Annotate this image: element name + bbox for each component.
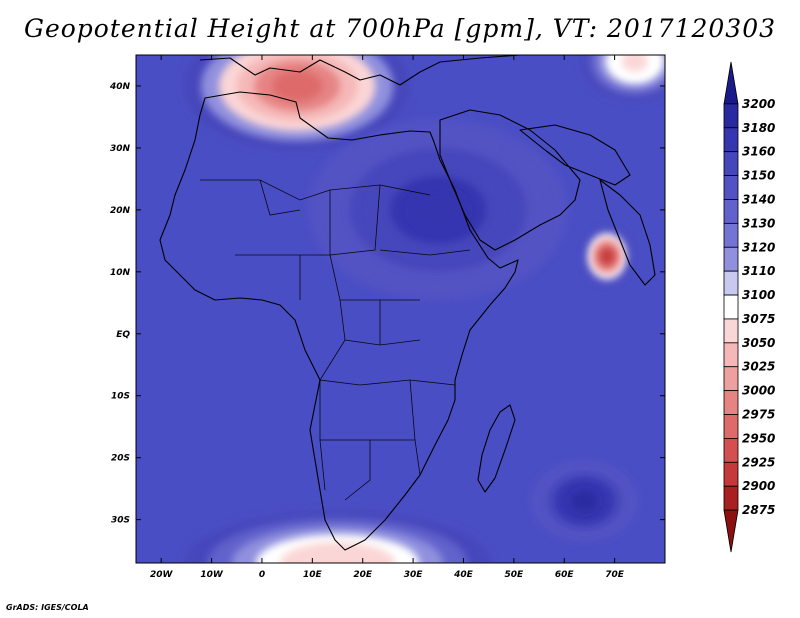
- india-coastline: [599, 179, 656, 286]
- lon-tick-label: 40E: [453, 570, 474, 580]
- colorbar-label: 3120: [742, 240, 775, 254]
- lon-tick-label: 70E: [605, 570, 625, 580]
- colorbar-swatch: [723, 366, 739, 392]
- colorbar-swatch: [723, 438, 739, 463]
- colorbar-label: 3140: [742, 192, 775, 206]
- lat-tick-label: 20N: [110, 206, 131, 216]
- colorbar-label: 3025: [742, 360, 775, 374]
- lat-tick-label: EQ: [116, 330, 130, 340]
- colorbar-swatch: [723, 318, 739, 344]
- south-atlantic-trough-ring: [304, 550, 371, 563]
- lon-tick-label: 50E: [505, 570, 525, 580]
- colorbar-swatch: [723, 485, 739, 511]
- lat-tick-label: 10S: [111, 392, 130, 402]
- colorbar-swatch: [723, 127, 739, 153]
- persia-coastline: [519, 124, 631, 186]
- colorbar-label: 3200: [742, 97, 775, 111]
- lon-tick-label: 60E: [555, 570, 575, 580]
- colorbar-swatch: [723, 414, 739, 439]
- europe-coastline: [199, 55, 521, 86]
- lat-tick-label: 20S: [111, 454, 130, 464]
- colorbar-swatch: [723, 175, 739, 200]
- colorbar-swatch: [723, 222, 739, 248]
- lon-tick-label: 20W: [150, 570, 174, 580]
- sahara-arabia-ridge-ring: [410, 189, 467, 231]
- sahara-arabia-ridge: [309, 120, 568, 300]
- arabian-sea-cyclone-ring: [600, 248, 615, 265]
- colorbar-swatch: [723, 270, 739, 296]
- map-title: Geopotential Height at 700hPa [gpm], VT:…: [23, 14, 777, 43]
- colorbar-label: 2875: [742, 503, 775, 517]
- colorbar-label: 3150: [742, 169, 775, 183]
- colorbar-label: 3130: [742, 216, 775, 230]
- lat-tick-label: 10N: [110, 268, 131, 278]
- lon-tick-label: 10W: [200, 570, 224, 580]
- colorbar-swatch: [723, 103, 739, 129]
- credit-label: GrADS: IGES/COLA: [6, 603, 89, 612]
- colorbar-swatch: [723, 199, 739, 224]
- colorbar-label: 2975: [742, 408, 775, 422]
- plot-frame: [135, 54, 666, 564]
- lat-tick-label: 30S: [111, 516, 130, 526]
- colorbar-label: 3075: [742, 312, 775, 326]
- lon-tick-label: 20E: [353, 570, 373, 580]
- south-atlantic-trough: [183, 510, 492, 563]
- lat-tick-label: 30N: [110, 144, 131, 154]
- africa-coastline: [159, 91, 519, 551]
- indian-ocean-high: [531, 460, 638, 542]
- border-lines: [200, 179, 471, 501]
- colorbar-swatch: [723, 246, 739, 272]
- colorbar-label: 2925: [742, 455, 775, 469]
- colorbar-swatch: [723, 294, 739, 320]
- lon-tick-label: 10E: [303, 570, 323, 580]
- lat-ticks: 40N 30N 20N 10N EQ 10S 20S 30S: [109, 82, 665, 526]
- colorbar-label: 3100: [742, 288, 775, 302]
- country-borders: [200, 179, 471, 501]
- lon-tick-label: 0: [259, 570, 265, 580]
- lon-tick-label: 30E: [404, 570, 424, 580]
- coastlines: [159, 55, 656, 551]
- northeast-corner-low: [581, 55, 665, 102]
- madagascar-coastline: [477, 404, 516, 493]
- lat-tick-label: 40N: [109, 82, 131, 92]
- colorbar-swatch: [723, 509, 739, 553]
- arabia-coastline: [439, 109, 581, 251]
- northeast-corner-low-ring: [621, 55, 648, 72]
- colorbar-label: 3000: [742, 384, 775, 398]
- colorbar: 3200 3180 3160 3150 3140 3130 3120 3110 3100 3075…: [723, 61, 775, 553]
- indian-ocean-high-ring: [571, 490, 598, 512]
- height-field: [136, 55, 665, 563]
- colorbar-label: 2900: [742, 479, 775, 493]
- colorbar-swatch: [723, 390, 739, 415]
- colorbar-swatch: [723, 61, 739, 105]
- colorbar-label: 3180: [742, 121, 775, 135]
- mediterranean-low-ring: [272, 70, 323, 102]
- lon-ticks: 20W 10W 0 10E 20E 30E 40E 50E 60E 70E: [150, 55, 625, 580]
- colorbar-swatch: [723, 151, 739, 176]
- colorbar-label: 2950: [742, 431, 775, 445]
- colorbar-swatch: [723, 342, 739, 368]
- colorbar-label: 3160: [742, 145, 775, 159]
- arabian-sea-cyclone: [583, 228, 631, 285]
- colorbar-label: 3050: [742, 336, 775, 350]
- colorbar-swatch: [723, 461, 739, 487]
- colorbar-label: 3110: [742, 264, 775, 278]
